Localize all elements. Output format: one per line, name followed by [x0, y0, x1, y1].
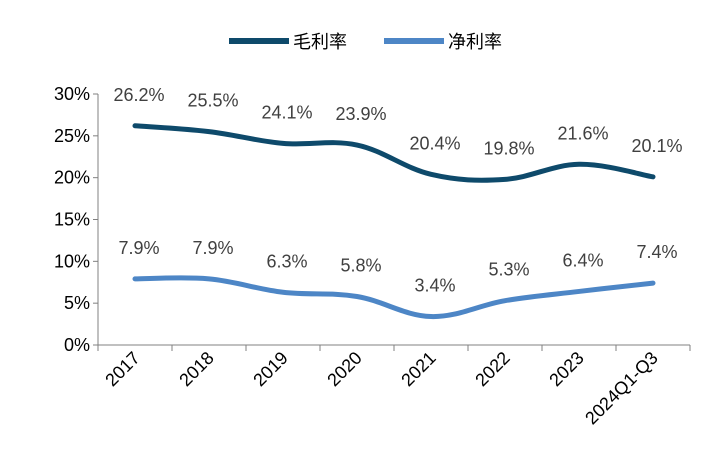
series-layer [132, 123, 656, 320]
series-line-gross-margin [132, 123, 656, 183]
data-point [652, 176, 654, 178]
data-point [578, 290, 580, 292]
data-label: 20.4% [409, 133, 460, 153]
data-label: 7.9% [192, 238, 233, 258]
data-label: 25.5% [187, 91, 238, 111]
data-label: 6.4% [562, 250, 603, 270]
legend-label-net-margin: 净利率 [448, 32, 502, 53]
data-label: 24.1% [261, 102, 312, 122]
data-label: 7.4% [636, 242, 677, 262]
x-tick-label: 2017 [101, 348, 143, 390]
y-tick-label: 5% [64, 293, 90, 313]
data-point [134, 125, 136, 127]
data-point [430, 316, 432, 318]
data-label: 5.8% [340, 255, 381, 275]
data-label: 7.9% [118, 238, 159, 258]
data-label: 20.1% [631, 136, 682, 156]
data-labels: 26.2% 25.5% 24.1% 23.9% 20.4% 19.8% 21.6% 20.1%… [113, 85, 682, 296]
data-point [430, 173, 432, 175]
x-tick-label: 2024Q1-Q3 [581, 348, 662, 429]
x-tick-label: 2022 [471, 348, 513, 390]
data-point [208, 131, 210, 133]
data-point [504, 300, 506, 302]
data-label: 6.3% [266, 251, 307, 271]
data-point [134, 278, 136, 280]
data-point [652, 282, 654, 284]
legend: 毛利率 净利率 [229, 32, 502, 53]
x-tick-label: 2021 [397, 348, 439, 390]
series-line-net-margin [132, 275, 656, 320]
data-label: 26.2% [113, 85, 164, 105]
x-tick-label: 2019 [249, 348, 291, 390]
y-tick-label: 15% [54, 210, 90, 230]
x-tick-label: 2023 [545, 348, 587, 390]
data-label: 23.9% [335, 104, 386, 124]
data-label: 3.4% [414, 276, 455, 296]
y-tick-label: 10% [54, 251, 90, 271]
data-label: 19.8% [483, 138, 534, 158]
data-point [356, 144, 358, 146]
data-point [282, 142, 284, 144]
y-tick-label: 25% [54, 126, 90, 146]
data-point [356, 295, 358, 297]
data-label: 21.6% [557, 123, 608, 143]
legend-label-gross-margin: 毛利率 [293, 32, 347, 53]
y-tick-label: 30% [54, 84, 90, 104]
y-tick-label: 0% [64, 335, 90, 355]
y-tick-label: 20% [54, 168, 90, 188]
data-point [578, 163, 580, 165]
data-point [282, 291, 284, 293]
data-point [208, 278, 210, 280]
x-tick-label: 2018 [175, 348, 217, 390]
data-label: 5.3% [488, 260, 529, 280]
data-point [504, 178, 506, 180]
x-tick-label: 2020 [323, 348, 365, 390]
